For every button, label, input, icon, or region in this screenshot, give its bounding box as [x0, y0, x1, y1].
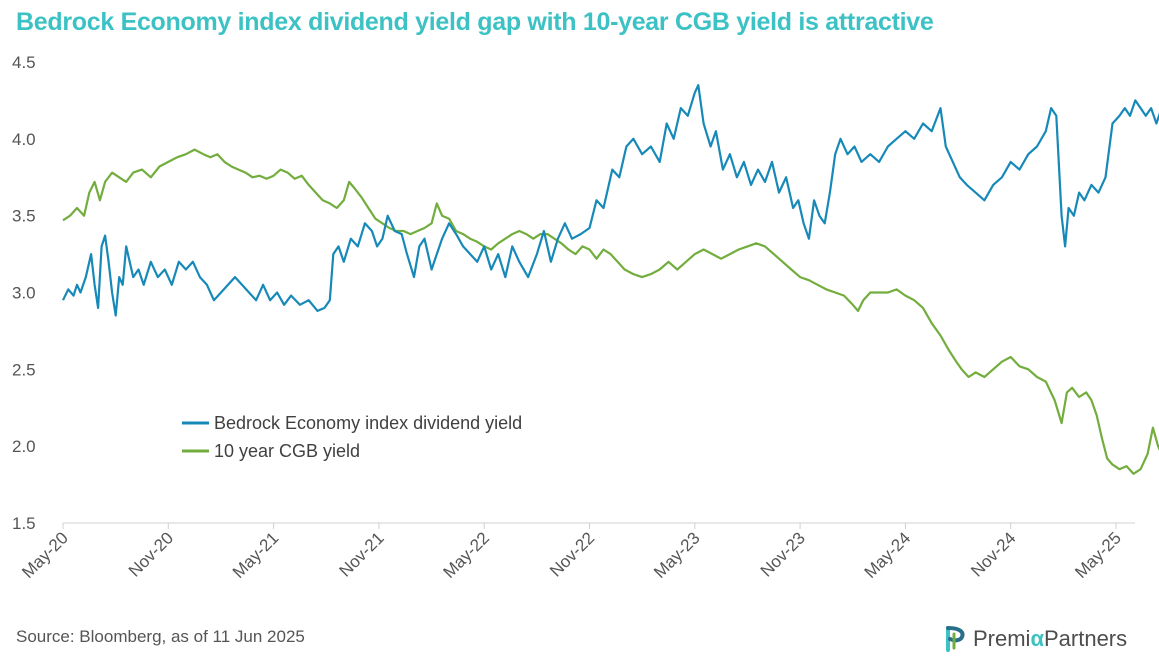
- x-tick-label: May-20: [18, 528, 72, 582]
- x-tick-label: May-22: [440, 528, 494, 582]
- x-axis: May-20 Nov-20 May-21 Nov-21 May-22 Nov-22 May-…: [18, 523, 1125, 582]
- legend-label: Bedrock Economy index dividend yield: [214, 413, 522, 433]
- brand-name: PremiαPartners: [973, 626, 1127, 652]
- chart-title: Bedrock Economy index dividend yield gap…: [16, 8, 934, 36]
- x-tick-label: Nov-24: [967, 528, 1019, 580]
- brand-name-right: Partners: [1043, 626, 1128, 651]
- dividend-yield-line: [62, 84, 1159, 317]
- y-tick-label: 3.5: [12, 207, 36, 226]
- premia-logo-icon: [946, 626, 965, 652]
- x-tick-label: May-24: [861, 528, 915, 582]
- y-tick-label: 2.0: [12, 437, 36, 456]
- y-axis: 1.5 2.0 2.5 3.0 3.5 4.0 4.5: [12, 53, 36, 533]
- x-tick-label: Nov-20: [125, 528, 177, 580]
- brand-logo: PremiαPartners: [942, 624, 1127, 654]
- legend-label: 10 year CGB yield: [214, 441, 360, 461]
- y-tick-label: 2.5: [12, 360, 36, 379]
- cgb-yield-line: [62, 148, 1159, 475]
- brand-name-left: Premi: [973, 626, 1031, 651]
- x-tick-label: Nov-23: [757, 528, 809, 580]
- brand-name-alpha: α: [1030, 626, 1044, 651]
- x-tick-label: Nov-21: [336, 528, 388, 580]
- x-tick-label: May-25: [1071, 528, 1125, 582]
- x-tick-label: May-23: [650, 528, 704, 582]
- y-tick-label: 3.0: [12, 284, 36, 303]
- legend: Bedrock Economy index dividend yield 10 y…: [182, 413, 522, 461]
- y-tick-label: 4.0: [12, 130, 36, 149]
- plot-area: [62, 84, 1159, 475]
- source-note: Source: Bloomberg, as of 11 Jun 2025: [16, 627, 305, 646]
- y-tick-label: 4.5: [12, 53, 36, 72]
- x-tick-label: May-21: [229, 528, 283, 582]
- y-tick-label: 1.5: [12, 514, 36, 533]
- x-tick-label: Nov-22: [546, 528, 598, 580]
